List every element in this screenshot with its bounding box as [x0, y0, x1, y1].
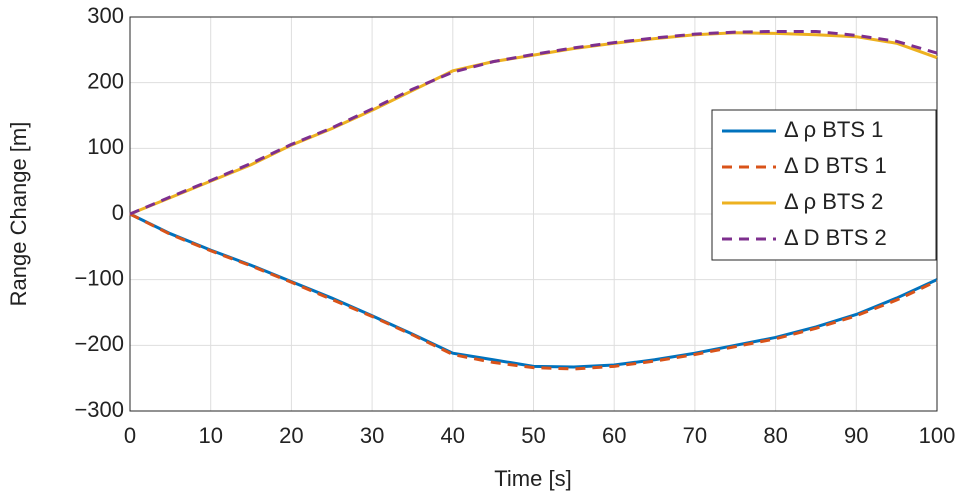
y-tick-label: 200	[87, 68, 124, 93]
x-tick-label: 70	[683, 423, 707, 448]
x-axis-label: Time [s]	[494, 466, 571, 491]
x-tick-label: 50	[521, 423, 545, 448]
y-tick-label: 0	[112, 200, 124, 225]
x-tick-label: 80	[763, 423, 787, 448]
y-tick-label: −300	[74, 397, 124, 422]
x-tick-label: 20	[279, 423, 303, 448]
x-tick-label: 40	[441, 423, 465, 448]
x-tick-label: 90	[844, 423, 868, 448]
x-tick-label: 100	[919, 423, 956, 448]
y-tick-label: −100	[74, 265, 124, 290]
series-line	[129, 29, 938, 216]
legend-label: Δ D BTS 1	[784, 153, 887, 178]
x-tick-label: 10	[198, 423, 222, 448]
x-tick-label: 60	[602, 423, 626, 448]
legend-label: Δ ρ BTS 2	[784, 189, 883, 214]
x-tick-label: 30	[360, 423, 384, 448]
x-tick-label: 0	[124, 423, 136, 448]
y-tick-label: 100	[87, 134, 124, 159]
y-axis-label: Range Change [m]	[6, 122, 31, 307]
y-tick-label: 300	[87, 3, 124, 28]
legend-label: Δ D BTS 2	[784, 225, 887, 250]
legend-box	[711, 109, 937, 261]
y-tick-label: −200	[74, 331, 124, 356]
legend-label: Δ ρ BTS 1	[784, 117, 883, 142]
series-line	[129, 212, 938, 371]
